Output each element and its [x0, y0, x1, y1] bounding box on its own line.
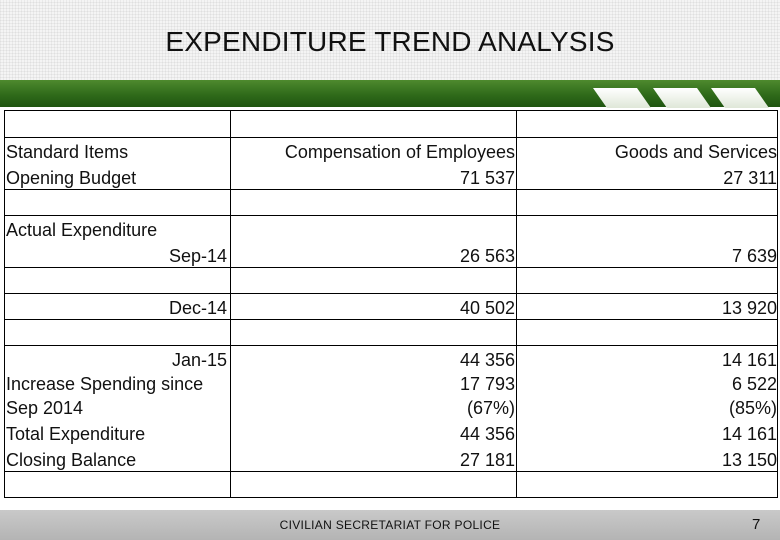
page-number: 7 — [752, 516, 761, 533]
goods-dec14: 13 920 — [721, 298, 777, 318]
increase-spending-label: Increase Spending since — [6, 374, 204, 394]
table-col-divider — [230, 111, 231, 497]
sep-2014-label: Sep 2014 — [6, 398, 84, 418]
slide-header: EXPENDITURE TREND ANALYSIS — [0, 0, 780, 80]
table-row-divider — [5, 215, 777, 216]
green-accent-bar — [0, 80, 780, 107]
compensation-dec14: 40 502 — [459, 298, 515, 318]
table-row-divider — [5, 189, 777, 190]
footer-organization: CIVILIAN SECRETARIAT FOR POLICE — [279, 518, 501, 532]
table-row-divider — [5, 319, 777, 320]
compensation-closing: 27 181 — [459, 450, 515, 470]
slide-footer — [0, 510, 780, 540]
actual-expenditure-label: Actual Expenditure — [6, 220, 158, 240]
goods-increase: 6 522 — [731, 374, 777, 394]
compensation-increase-percent: (67%) — [466, 398, 515, 418]
compensation-increase: 17 793 — [459, 374, 515, 394]
table-row-divider — [5, 137, 777, 138]
dec14-label: Dec-14 — [168, 298, 227, 318]
closing-balance-label: Closing Balance — [6, 450, 137, 470]
goods-opening-budget: 27 311 — [723, 168, 777, 188]
compensation-sep14: 26 563 — [459, 246, 515, 266]
goods-sep14: 7 639 — [731, 246, 777, 266]
goods-closing: 13 150 — [721, 450, 777, 470]
goods-total: 14 161 — [721, 424, 777, 444]
table-col-divider — [516, 111, 517, 497]
total-expenditure-label: Total Expenditure — [6, 424, 146, 444]
opening-budget-label: Opening Budget — [6, 168, 137, 188]
table-row-divider — [5, 267, 777, 268]
compensation-jan15: 44 356 — [459, 350, 515, 370]
goods-jan15: 14 161 — [721, 350, 777, 370]
expenditure-table: Standard Items Opening Budget Actual Exp… — [4, 110, 778, 498]
table-row-divider — [5, 471, 777, 472]
standard-items-label: Standard Items — [6, 142, 129, 162]
goods-header: Goods and Services — [614, 142, 777, 162]
compensation-total: 44 356 — [459, 424, 515, 444]
compensation-header: Compensation of Employees — [284, 142, 515, 162]
sep14-label: Sep-14 — [168, 246, 227, 266]
slide-title: EXPENDITURE TREND ANALYSIS — [165, 26, 615, 57]
jan15-label: Jan-15 — [171, 350, 227, 370]
table-row-divider — [5, 345, 777, 346]
table-row-divider — [5, 293, 777, 294]
goods-increase-percent: (85%) — [728, 398, 777, 418]
compensation-opening-budget: 71 537 — [459, 168, 515, 188]
